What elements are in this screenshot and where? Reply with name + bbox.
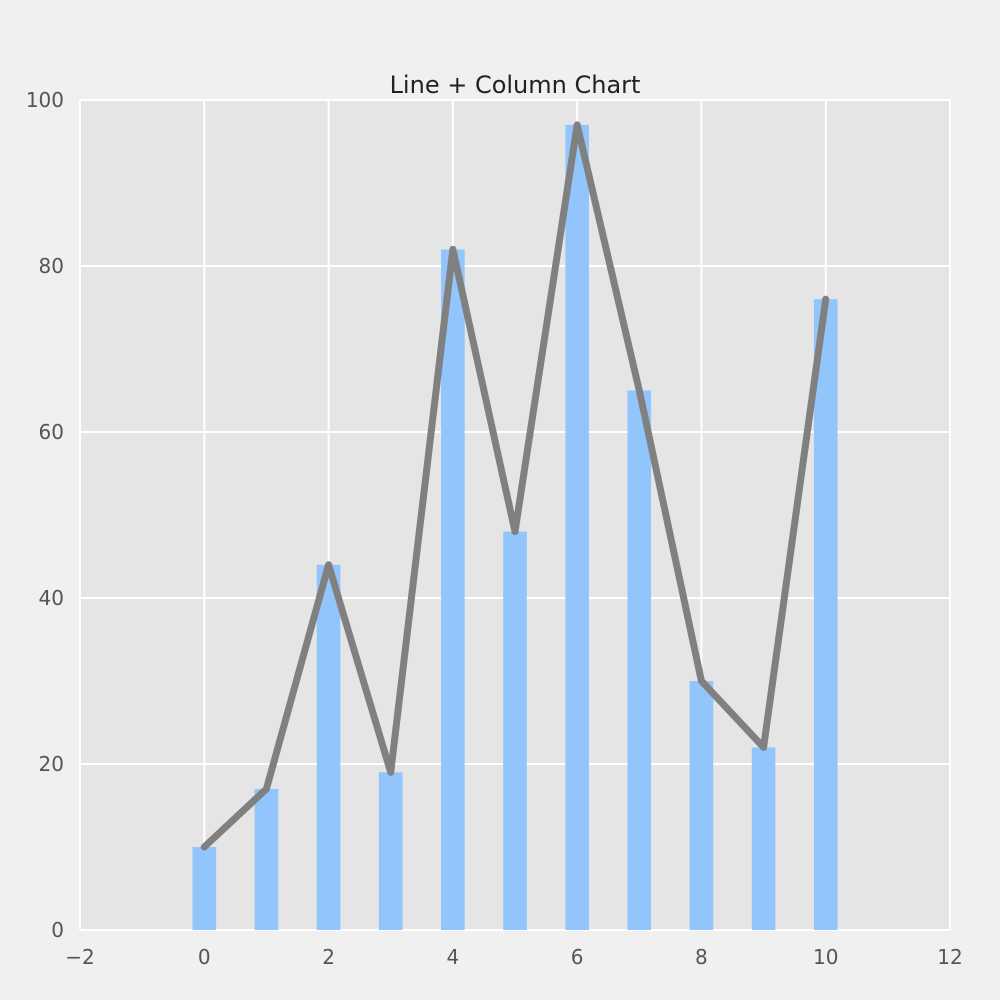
bar: [254, 788, 279, 930]
line-series: [200, 121, 830, 851]
y-tick-label: 40: [39, 586, 64, 610]
bar: [503, 531, 527, 930]
x-tick-label: 2: [322, 945, 335, 969]
bar-series: [192, 124, 838, 930]
bar: [689, 681, 714, 930]
y-axis-ticks: 0 20 40 60 80 100: [26, 88, 64, 942]
series-line: [200, 121, 830, 851]
x-tick-label: 8: [695, 945, 708, 969]
bar: [751, 747, 776, 930]
bar: [441, 249, 465, 930]
x-tick-label: 6: [571, 945, 584, 969]
y-tick-label: 60: [39, 420, 64, 444]
x-tick-label: 12: [937, 945, 962, 969]
y-tick-label: 80: [39, 254, 64, 278]
bar: [378, 772, 403, 930]
x-tick-label: 10: [813, 945, 838, 969]
y-tick-label: 100: [26, 88, 64, 112]
y-tick-label: 20: [39, 752, 64, 776]
y-tick-label: 0: [51, 918, 64, 942]
bar: [192, 847, 217, 930]
x-tick-label: 0: [198, 945, 211, 969]
chart-title: Line + Column Chart: [390, 71, 641, 99]
x-tick-label: −2: [65, 945, 94, 969]
x-tick-label: 4: [446, 945, 459, 969]
bar: [316, 564, 341, 930]
x-axis-ticks: −2 0 2 4 6 8 10 12: [65, 945, 962, 969]
bar: [813, 299, 838, 930]
bar: [627, 390, 652, 930]
bar: [565, 124, 589, 930]
